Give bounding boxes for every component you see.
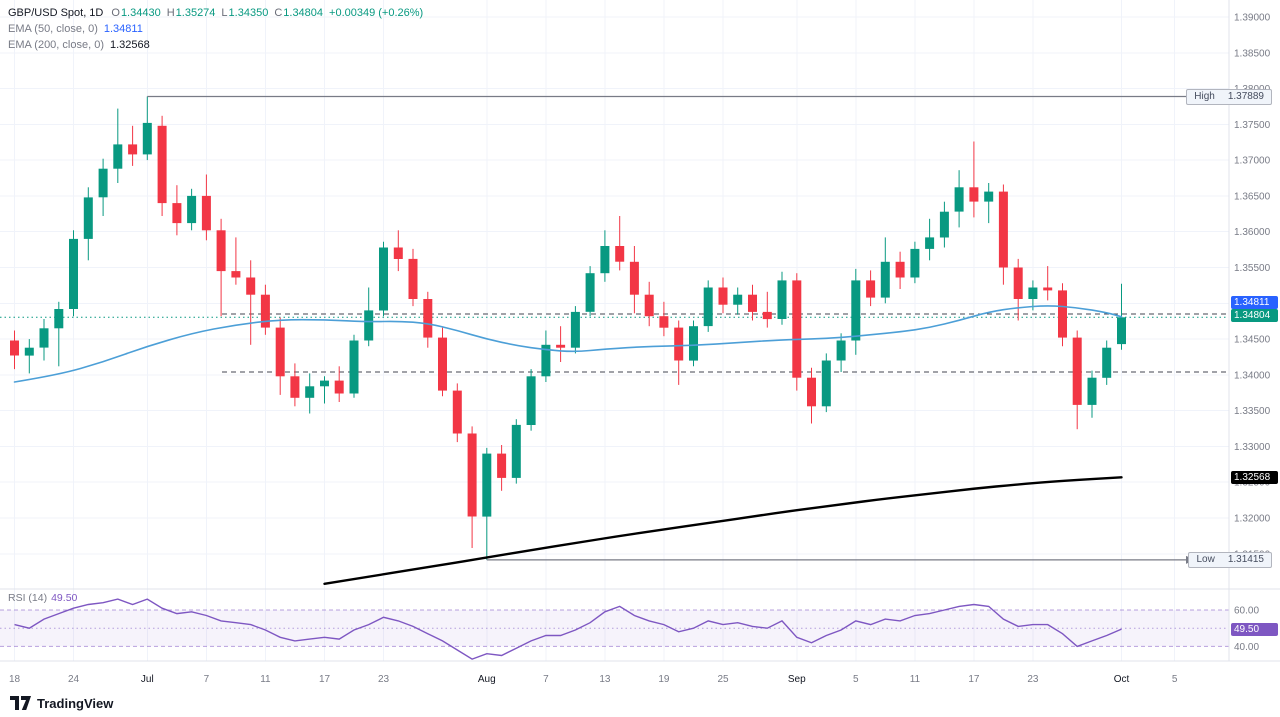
svg-text:1.33500: 1.33500 xyxy=(1234,406,1271,417)
svg-text:1.37000: 1.37000 xyxy=(1234,156,1271,167)
ema200-line xyxy=(323,476,1123,585)
ema200-legend-name: EMA (200, close, 0) xyxy=(8,39,104,51)
time-axis[interactable]: 18 24 Jul 7 11 17 23 Aug 7 13 19 25 Sep 5 11 17 23 Oct 5 xyxy=(9,674,1178,685)
svg-text:18: 18 xyxy=(9,674,21,685)
ema50-legend-name: EMA (50, close, 0) xyxy=(8,23,98,35)
svg-text:17: 17 xyxy=(968,674,980,685)
rsi-legend-value: 49.50 xyxy=(51,592,78,604)
svg-text:13: 13 xyxy=(599,674,611,685)
open-value: O 1.34430 xyxy=(111,7,161,19)
svg-text:23: 23 xyxy=(1027,674,1039,685)
rsi-line xyxy=(14,598,1122,660)
svg-text:1.36500: 1.36500 xyxy=(1234,191,1271,202)
ema50-legend-value: 1.34811 xyxy=(103,23,143,35)
svg-text:5: 5 xyxy=(1172,674,1178,685)
symbol-title[interactable]: GBP/USD Spot, 1D xyxy=(8,7,104,19)
svg-text:11: 11 xyxy=(910,674,921,685)
svg-text:Jul: Jul xyxy=(141,674,154,685)
tradingview-logo-text: TradingView xyxy=(37,696,114,711)
svg-text:Sep: Sep xyxy=(788,674,806,685)
svg-text:19: 19 xyxy=(658,674,670,685)
ema50-legend-row[interactable]: EMA (50, close, 0) 1.34811 xyxy=(8,22,423,37)
tradingview-logo-icon xyxy=(10,696,31,710)
svg-text:1.31500: 1.31500 xyxy=(1234,549,1271,560)
low-value: L 1.34350 xyxy=(221,7,269,19)
svg-text:23: 23 xyxy=(378,674,390,685)
tradingview-logo[interactable]: TradingView xyxy=(10,696,113,711)
svg-text:5: 5 xyxy=(853,674,859,685)
svg-text:17: 17 xyxy=(319,674,331,685)
svg-text:1.35500: 1.35500 xyxy=(1234,263,1271,274)
svg-text:24: 24 xyxy=(68,674,80,685)
ema200-legend-row[interactable]: EMA (200, close, 0) 1.32568 xyxy=(8,38,423,53)
svg-text:11: 11 xyxy=(260,674,271,685)
svg-text:1.36000: 1.36000 xyxy=(1234,227,1271,238)
svg-text:1.34000: 1.34000 xyxy=(1234,370,1271,381)
rsi-legend-row[interactable]: RSI (14) 49.50 xyxy=(8,592,77,604)
svg-text:1.32000: 1.32000 xyxy=(1234,514,1271,525)
svg-text:1.38000: 1.38000 xyxy=(1234,84,1271,95)
symbol-row: GBP/USD Spot, 1D O 1.34430 H 1.35274 L 1.34… xyxy=(8,6,423,21)
rsi-pane xyxy=(0,598,1229,660)
close-value: C 1.34804 xyxy=(274,7,324,19)
svg-text:Aug: Aug xyxy=(478,674,496,685)
svg-text:Oct: Oct xyxy=(1114,674,1130,685)
svg-text:7: 7 xyxy=(543,674,549,685)
svg-text:7: 7 xyxy=(204,674,210,685)
svg-text:1.39000: 1.39000 xyxy=(1234,13,1271,24)
rsi-band xyxy=(0,610,1229,647)
change-value: +0.00349 (+0.26%) xyxy=(329,7,424,19)
svg-text:1.38500: 1.38500 xyxy=(1234,48,1271,59)
svg-text:1.33000: 1.33000 xyxy=(1234,442,1271,453)
high-value: H 1.35274 xyxy=(166,7,216,19)
candles xyxy=(10,96,1126,560)
svg-text:1.32500: 1.32500 xyxy=(1234,478,1271,489)
main-legend: GBP/USD Spot, 1D O 1.34430 H 1.35274 L 1.34… xyxy=(8,6,423,54)
rsi-legend-name: RSI (14) xyxy=(8,592,48,604)
svg-text:60.00: 60.00 xyxy=(1234,606,1259,617)
svg-text:1.34500: 1.34500 xyxy=(1234,335,1271,346)
svg-text:1.37500: 1.37500 xyxy=(1234,120,1271,131)
price-axis[interactable]: 1.39000 1.38500 1.38000 1.37500 1.37000 1.365… xyxy=(1234,13,1271,653)
svg-text:1.35000: 1.35000 xyxy=(1234,299,1271,310)
ema200-legend-value: 1.32568 xyxy=(110,39,150,51)
svg-text:40.00: 40.00 xyxy=(1234,642,1259,653)
grid-lines xyxy=(0,0,1229,661)
ema50-line xyxy=(13,305,1123,383)
svg-text:25: 25 xyxy=(717,674,729,685)
pane-borders xyxy=(0,0,1280,662)
high-low-arrows xyxy=(147,92,1195,564)
